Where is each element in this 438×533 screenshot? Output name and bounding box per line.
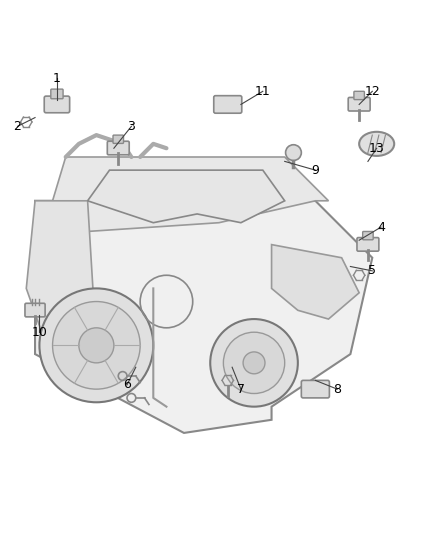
FancyBboxPatch shape bbox=[107, 141, 129, 155]
Text: 9: 9 bbox=[311, 164, 319, 176]
Text: 10: 10 bbox=[32, 326, 47, 338]
Circle shape bbox=[223, 332, 285, 393]
FancyBboxPatch shape bbox=[44, 96, 70, 113]
Text: 5: 5 bbox=[368, 264, 376, 277]
FancyBboxPatch shape bbox=[113, 135, 124, 143]
Text: 8: 8 bbox=[333, 383, 341, 395]
Polygon shape bbox=[53, 157, 328, 231]
Polygon shape bbox=[26, 201, 96, 363]
FancyBboxPatch shape bbox=[301, 381, 329, 398]
Polygon shape bbox=[35, 201, 372, 433]
Text: 7: 7 bbox=[237, 383, 245, 395]
Circle shape bbox=[39, 288, 153, 402]
FancyBboxPatch shape bbox=[354, 91, 364, 100]
Circle shape bbox=[79, 328, 114, 363]
Text: 2: 2 bbox=[14, 120, 21, 133]
Text: 3: 3 bbox=[127, 120, 135, 133]
Text: 11: 11 bbox=[255, 85, 271, 98]
Polygon shape bbox=[272, 245, 359, 319]
FancyBboxPatch shape bbox=[51, 89, 63, 99]
Circle shape bbox=[243, 352, 265, 374]
Circle shape bbox=[286, 145, 301, 160]
Polygon shape bbox=[88, 170, 285, 223]
Text: 13: 13 bbox=[369, 142, 385, 155]
Circle shape bbox=[53, 302, 140, 389]
Circle shape bbox=[210, 319, 298, 407]
Text: 4: 4 bbox=[377, 221, 385, 233]
FancyBboxPatch shape bbox=[214, 96, 242, 113]
FancyBboxPatch shape bbox=[357, 238, 379, 251]
Ellipse shape bbox=[359, 132, 394, 156]
FancyBboxPatch shape bbox=[25, 303, 45, 317]
Text: 12: 12 bbox=[364, 85, 380, 98]
Text: 1: 1 bbox=[53, 71, 61, 85]
FancyBboxPatch shape bbox=[348, 98, 370, 111]
FancyBboxPatch shape bbox=[363, 231, 373, 240]
Text: 6: 6 bbox=[123, 378, 131, 391]
